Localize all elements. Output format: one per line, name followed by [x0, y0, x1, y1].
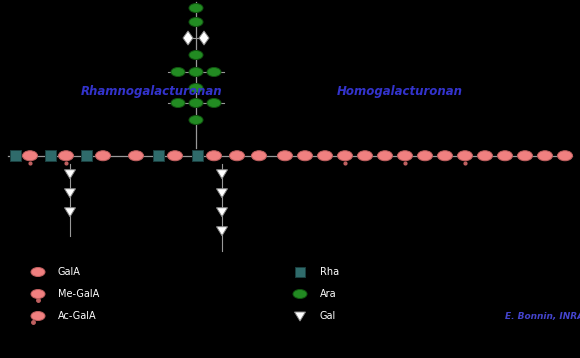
- Ellipse shape: [437, 151, 452, 161]
- Ellipse shape: [293, 290, 307, 299]
- Text: GalA: GalA: [58, 267, 81, 277]
- Polygon shape: [183, 31, 193, 45]
- Ellipse shape: [189, 83, 203, 92]
- Ellipse shape: [189, 68, 203, 77]
- Ellipse shape: [397, 151, 412, 161]
- Text: E. Bonnin, INRA: E. Bonnin, INRA: [505, 311, 580, 320]
- Polygon shape: [199, 31, 209, 45]
- Ellipse shape: [298, 151, 313, 161]
- Polygon shape: [216, 189, 227, 198]
- Ellipse shape: [59, 151, 74, 161]
- Bar: [191, 150, 202, 161]
- Ellipse shape: [338, 151, 353, 161]
- Ellipse shape: [458, 151, 473, 161]
- Text: Gal: Gal: [320, 311, 336, 321]
- Ellipse shape: [252, 151, 266, 161]
- Ellipse shape: [31, 290, 45, 299]
- Ellipse shape: [189, 4, 203, 13]
- Ellipse shape: [498, 151, 513, 161]
- Text: Rha: Rha: [320, 267, 339, 277]
- Bar: [9, 150, 20, 161]
- Bar: [45, 150, 56, 161]
- Text: Rhamnogalacturonan: Rhamnogalacturonan: [81, 86, 223, 98]
- Bar: [81, 150, 92, 161]
- Text: Homogalacturonan: Homogalacturonan: [337, 86, 463, 98]
- Ellipse shape: [171, 68, 185, 77]
- Ellipse shape: [477, 151, 492, 161]
- Ellipse shape: [357, 151, 372, 161]
- Ellipse shape: [378, 151, 393, 161]
- Polygon shape: [216, 227, 227, 236]
- Ellipse shape: [189, 50, 203, 59]
- Ellipse shape: [31, 311, 45, 320]
- Polygon shape: [216, 208, 227, 217]
- Ellipse shape: [168, 151, 183, 161]
- Ellipse shape: [207, 98, 221, 107]
- Polygon shape: [216, 170, 227, 179]
- Ellipse shape: [171, 98, 185, 107]
- Ellipse shape: [129, 151, 143, 161]
- Ellipse shape: [23, 151, 38, 161]
- Polygon shape: [64, 208, 75, 217]
- Ellipse shape: [96, 151, 111, 161]
- Ellipse shape: [207, 68, 221, 77]
- Ellipse shape: [538, 151, 553, 161]
- Polygon shape: [64, 189, 75, 198]
- Bar: [295, 267, 305, 277]
- Ellipse shape: [189, 98, 203, 107]
- Polygon shape: [295, 312, 306, 321]
- Text: Ara: Ara: [320, 289, 336, 299]
- Ellipse shape: [31, 267, 45, 276]
- Polygon shape: [64, 170, 75, 179]
- Ellipse shape: [189, 116, 203, 125]
- Ellipse shape: [317, 151, 332, 161]
- Ellipse shape: [189, 18, 203, 26]
- Ellipse shape: [557, 151, 572, 161]
- Ellipse shape: [206, 151, 222, 161]
- Ellipse shape: [517, 151, 532, 161]
- Ellipse shape: [230, 151, 245, 161]
- Ellipse shape: [277, 151, 292, 161]
- Text: Me-GalA: Me-GalA: [58, 289, 99, 299]
- Bar: [153, 150, 164, 161]
- Text: Ac-GalA: Ac-GalA: [58, 311, 97, 321]
- Ellipse shape: [418, 151, 433, 161]
